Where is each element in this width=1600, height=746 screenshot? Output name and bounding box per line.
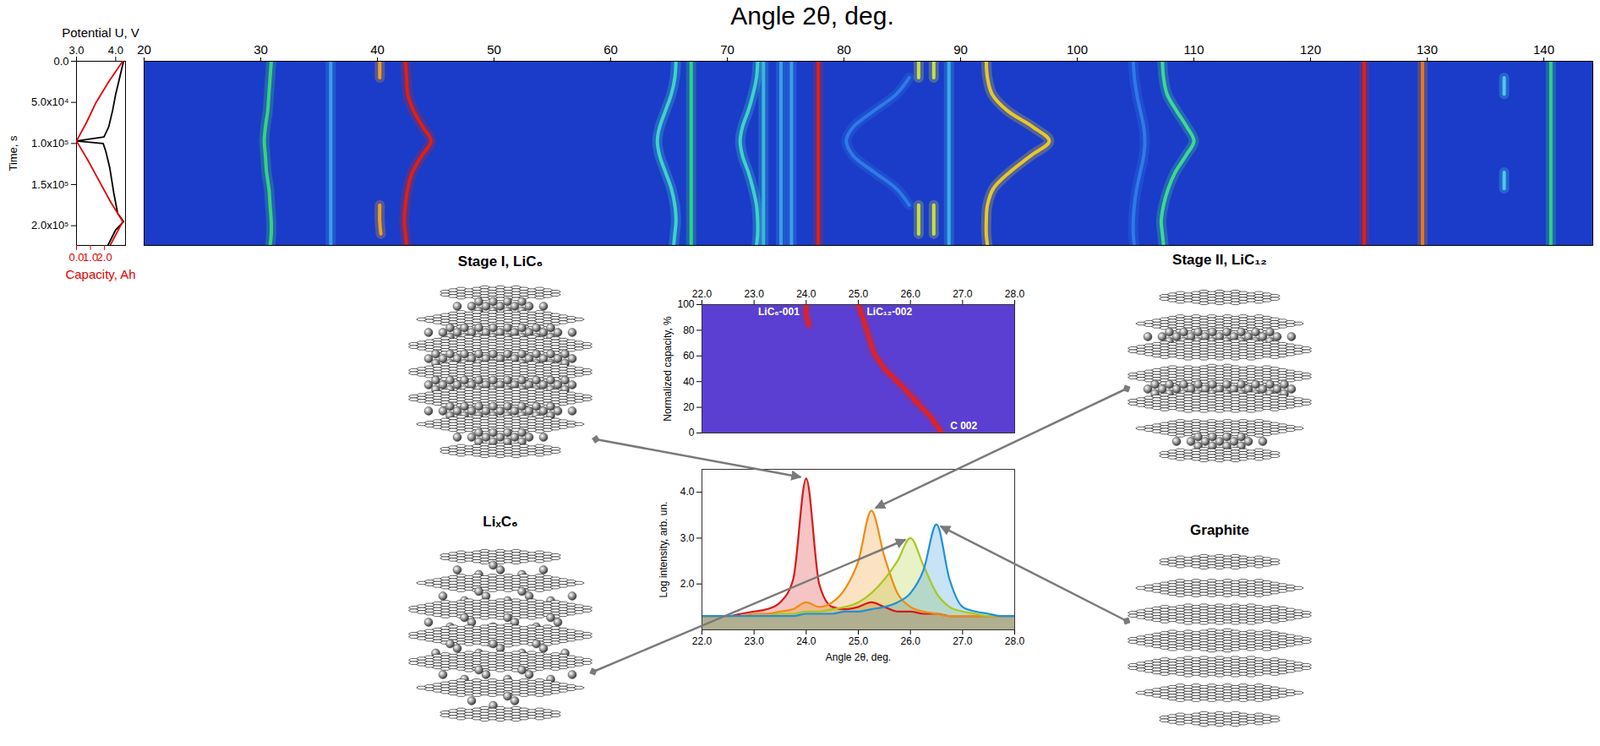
svg-text:20: 20 xyxy=(136,42,152,57)
svg-text:2.0x10⁵: 2.0x10⁵ xyxy=(31,218,69,232)
html-text:Capacity, Ah: Capacity, Ah xyxy=(65,267,136,282)
svg-text:LiC₆-001: LiC₆-001 xyxy=(758,305,800,318)
svg-text:4.0: 4.0 xyxy=(108,43,124,57)
svg-text:100: 100 xyxy=(677,298,694,311)
svg-text:1.0: 1.0 xyxy=(82,251,99,264)
svg-text:C 002: C 002 xyxy=(950,420,978,432)
svg-text:Log intensity, arb. un.: Log intensity, arb. un. xyxy=(657,502,670,599)
svg-text:140: 140 xyxy=(1533,42,1555,57)
svg-text:60: 60 xyxy=(682,349,695,362)
svg-text:130: 130 xyxy=(1416,42,1438,57)
html-text:Potential U, V: Potential U, V xyxy=(61,25,140,40)
svg-text:Time, s: Time, s xyxy=(6,135,20,172)
svg-text:Angle 2θ, deg.: Angle 2θ, deg. xyxy=(825,651,891,664)
svg-text:22.0: 22.0 xyxy=(692,635,713,648)
svg-text:110: 110 xyxy=(1184,42,1205,57)
svg-text:2.0: 2.0 xyxy=(680,578,695,590)
svg-text:27.0: 27.0 xyxy=(952,288,973,301)
svg-text:23.0: 23.0 xyxy=(743,288,765,301)
svg-text:0.0: 0.0 xyxy=(68,251,84,264)
svg-text:30: 30 xyxy=(253,42,268,57)
svg-text:28.0: 28.0 xyxy=(1004,288,1026,301)
svg-text:0.0: 0.0 xyxy=(53,54,69,68)
svg-text:26.0: 26.0 xyxy=(900,635,921,648)
svg-text:26.0: 26.0 xyxy=(900,288,921,301)
svg-text:3.0: 3.0 xyxy=(68,43,84,57)
svg-text:28.0: 28.0 xyxy=(1004,635,1026,648)
svg-text:22.0: 22.0 xyxy=(692,288,713,301)
svg-text:4.0: 4.0 xyxy=(680,486,695,498)
svg-text:24.0: 24.0 xyxy=(796,288,817,301)
svg-text:5.0x10⁴: 5.0x10⁴ xyxy=(31,95,70,109)
svg-text:1.0x10⁵: 1.0x10⁵ xyxy=(31,136,69,150)
svg-text:20: 20 xyxy=(682,401,695,414)
svg-text:0: 0 xyxy=(688,426,695,439)
svg-text:100: 100 xyxy=(1066,42,1088,57)
svg-text:1.5x10⁵: 1.5x10⁵ xyxy=(31,178,69,192)
svg-text:80: 80 xyxy=(836,42,852,57)
svg-text:120: 120 xyxy=(1299,42,1322,57)
svg-text:40: 40 xyxy=(682,376,695,388)
svg-text:60: 60 xyxy=(603,42,618,57)
html-text:Graphite: Graphite xyxy=(1190,522,1250,539)
html-text:Angle 2θ, deg.: Angle 2θ, deg. xyxy=(730,1,895,30)
svg-text:3.0: 3.0 xyxy=(680,532,695,545)
svg-text:80: 80 xyxy=(682,324,695,337)
svg-text:90: 90 xyxy=(953,42,968,57)
svg-text:25.0: 25.0 xyxy=(848,635,869,648)
svg-text:2.0: 2.0 xyxy=(97,251,113,264)
svg-text:LiC₁₂-002: LiC₁₂-002 xyxy=(867,305,913,318)
svg-text:23.0: 23.0 xyxy=(743,635,765,648)
svg-text:24.0: 24.0 xyxy=(796,635,817,648)
svg-text:70: 70 xyxy=(720,42,735,57)
svg-text:25.0: 25.0 xyxy=(848,288,869,301)
svg-text:50: 50 xyxy=(486,42,502,57)
html-text:LiₓC₆: LiₓC₆ xyxy=(482,513,518,530)
html-text:Stage II, LiC₁₂: Stage II, LiC₁₂ xyxy=(1172,251,1267,268)
svg-text:Normalized capacity, %: Normalized capacity, % xyxy=(661,316,674,422)
svg-text:27.0: 27.0 xyxy=(952,635,973,648)
svg-text:40: 40 xyxy=(370,42,385,57)
html-text:Stage I, LiC₆: Stage I, LiC₆ xyxy=(457,253,543,270)
